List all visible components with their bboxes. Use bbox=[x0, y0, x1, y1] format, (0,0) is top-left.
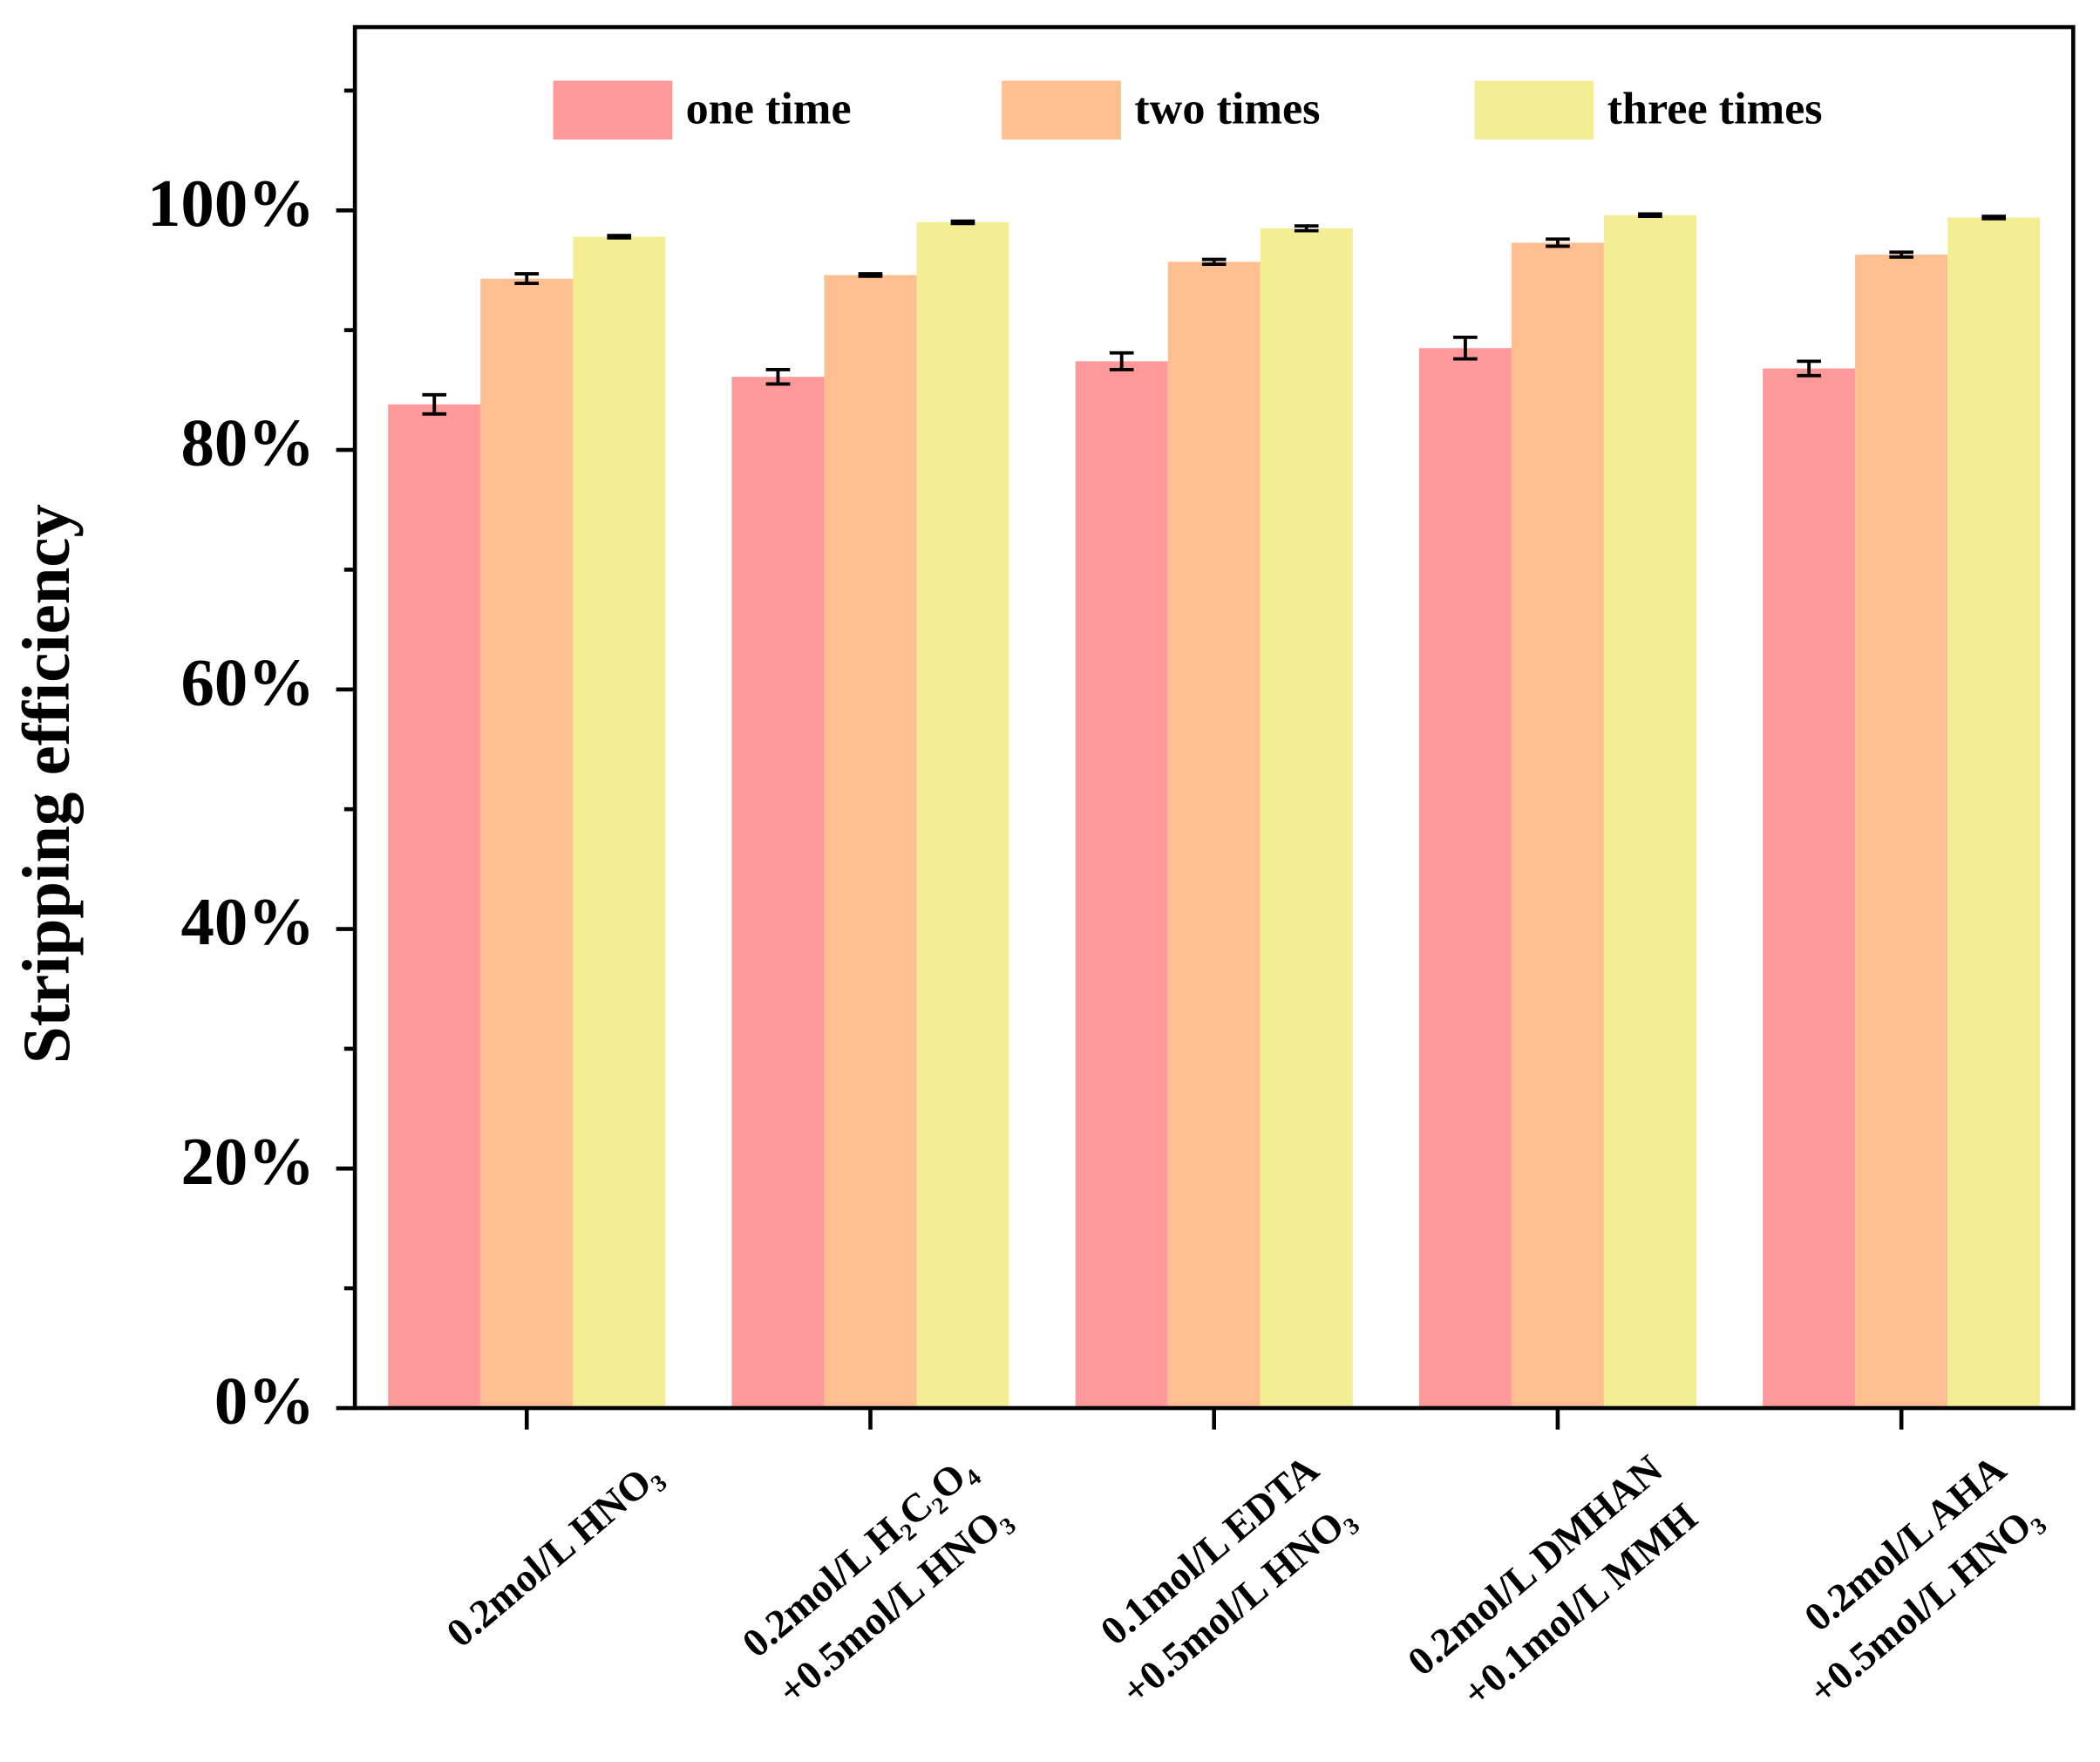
bar bbox=[480, 278, 574, 1409]
error-bar bbox=[950, 219, 975, 226]
error-bar bbox=[1546, 237, 1570, 248]
bar bbox=[573, 236, 666, 1409]
error-bar bbox=[858, 272, 883, 278]
y-axis-title: Stripping efficiency bbox=[10, 504, 84, 1064]
legend-swatch bbox=[1474, 80, 1594, 140]
bar bbox=[1603, 214, 1696, 1409]
legend-label: three times bbox=[1607, 83, 1823, 133]
y-tick-label: 40% bbox=[180, 885, 315, 959]
error-bar bbox=[1294, 224, 1319, 233]
bar bbox=[1763, 368, 1856, 1409]
error-bar bbox=[422, 392, 447, 416]
error-bar bbox=[514, 272, 540, 285]
error-bar bbox=[1889, 250, 1913, 259]
bar bbox=[916, 222, 1009, 1409]
bar bbox=[1418, 348, 1512, 1409]
y-tick-label: 60% bbox=[180, 645, 315, 719]
legend-swatch bbox=[553, 80, 673, 140]
y-tick-label: 20% bbox=[180, 1125, 315, 1199]
legend-label: two times bbox=[1134, 83, 1320, 133]
bar bbox=[824, 275, 917, 1409]
bar bbox=[1167, 262, 1261, 1409]
error-bar bbox=[1109, 350, 1134, 371]
error-bar bbox=[607, 234, 632, 240]
bar bbox=[1260, 228, 1353, 1409]
y-tick-label: 80% bbox=[180, 406, 315, 480]
error-bar bbox=[1638, 212, 1662, 219]
bar bbox=[1947, 217, 2041, 1409]
error-bar bbox=[1201, 257, 1227, 267]
error-bar bbox=[1797, 359, 1821, 378]
legend-label: one time bbox=[686, 83, 852, 133]
error-bar bbox=[1981, 214, 2006, 221]
bar bbox=[1511, 242, 1604, 1409]
error-bar bbox=[765, 368, 791, 386]
y-tick-label: 100% bbox=[147, 167, 315, 241]
bar bbox=[1855, 255, 1948, 1409]
legend-swatch bbox=[1002, 80, 1121, 140]
x-tick-label: 0.2mol/L HNO₃ bbox=[438, 1452, 669, 1656]
bar bbox=[731, 377, 825, 1409]
bar bbox=[388, 404, 481, 1409]
error-bar bbox=[1453, 335, 1478, 361]
y-tick-label: 0% bbox=[214, 1364, 315, 1439]
bar bbox=[1075, 361, 1168, 1409]
